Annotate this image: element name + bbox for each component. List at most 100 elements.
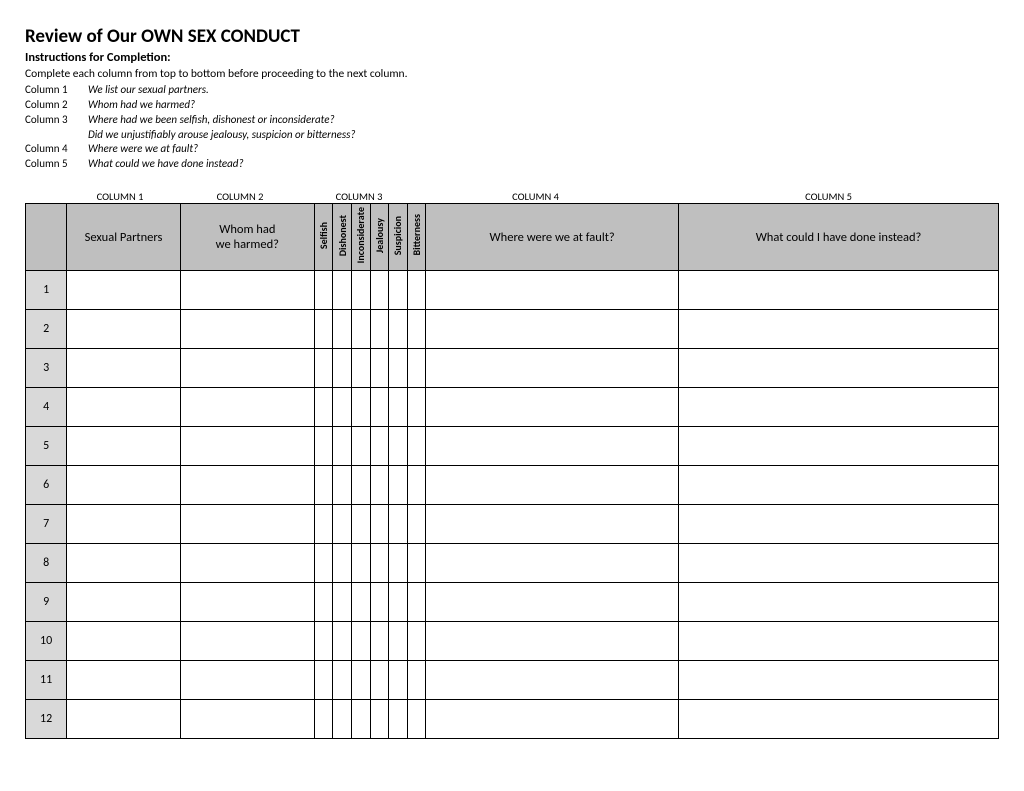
empty-cell[interactable] — [314, 466, 333, 505]
empty-cell[interactable] — [370, 388, 389, 427]
empty-cell[interactable] — [333, 544, 352, 583]
empty-cell[interactable] — [67, 505, 180, 544]
empty-cell[interactable] — [679, 544, 999, 583]
empty-cell[interactable] — [389, 622, 408, 661]
empty-cell[interactable] — [333, 388, 352, 427]
empty-cell[interactable] — [426, 700, 679, 739]
empty-cell[interactable] — [370, 583, 389, 622]
empty-cell[interactable] — [426, 661, 679, 700]
empty-cell[interactable] — [352, 505, 371, 544]
empty-cell[interactable] — [180, 427, 314, 466]
empty-cell[interactable] — [679, 466, 999, 505]
empty-cell[interactable] — [67, 661, 180, 700]
empty-cell[interactable] — [679, 310, 999, 349]
empty-cell[interactable] — [333, 700, 352, 739]
empty-cell[interactable] — [407, 310, 426, 349]
empty-cell[interactable] — [370, 661, 389, 700]
empty-cell[interactable] — [389, 661, 408, 700]
empty-cell[interactable] — [352, 622, 371, 661]
empty-cell[interactable] — [370, 310, 389, 349]
empty-cell[interactable] — [426, 427, 679, 466]
empty-cell[interactable] — [352, 544, 371, 583]
empty-cell[interactable] — [314, 544, 333, 583]
empty-cell[interactable] — [370, 271, 389, 310]
empty-cell[interactable] — [352, 271, 371, 310]
empty-cell[interactable] — [180, 388, 314, 427]
empty-cell[interactable] — [67, 700, 180, 739]
empty-cell[interactable] — [679, 505, 999, 544]
empty-cell[interactable] — [352, 310, 371, 349]
empty-cell[interactable] — [426, 271, 679, 310]
empty-cell[interactable] — [67, 583, 180, 622]
empty-cell[interactable] — [314, 427, 333, 466]
empty-cell[interactable] — [180, 583, 314, 622]
empty-cell[interactable] — [407, 271, 426, 310]
empty-cell[interactable] — [314, 271, 333, 310]
empty-cell[interactable] — [180, 349, 314, 388]
empty-cell[interactable] — [370, 700, 389, 739]
empty-cell[interactable] — [407, 583, 426, 622]
empty-cell[interactable] — [67, 466, 180, 505]
empty-cell[interactable] — [426, 583, 679, 622]
empty-cell[interactable] — [314, 505, 333, 544]
empty-cell[interactable] — [426, 349, 679, 388]
empty-cell[interactable] — [333, 349, 352, 388]
empty-cell[interactable] — [370, 427, 389, 466]
empty-cell[interactable] — [180, 466, 314, 505]
empty-cell[interactable] — [407, 622, 426, 661]
empty-cell[interactable] — [67, 427, 180, 466]
empty-cell[interactable] — [679, 622, 999, 661]
empty-cell[interactable] — [352, 349, 371, 388]
empty-cell[interactable] — [180, 700, 314, 739]
empty-cell[interactable] — [389, 427, 408, 466]
empty-cell[interactable] — [314, 583, 333, 622]
empty-cell[interactable] — [426, 622, 679, 661]
empty-cell[interactable] — [679, 388, 999, 427]
empty-cell[interactable] — [67, 544, 180, 583]
empty-cell[interactable] — [333, 427, 352, 466]
empty-cell[interactable] — [407, 466, 426, 505]
empty-cell[interactable] — [352, 466, 371, 505]
empty-cell[interactable] — [389, 544, 408, 583]
empty-cell[interactable] — [407, 388, 426, 427]
empty-cell[interactable] — [370, 622, 389, 661]
empty-cell[interactable] — [389, 700, 408, 739]
empty-cell[interactable] — [407, 505, 426, 544]
empty-cell[interactable] — [389, 388, 408, 427]
empty-cell[interactable] — [389, 271, 408, 310]
empty-cell[interactable] — [679, 427, 999, 466]
empty-cell[interactable] — [67, 310, 180, 349]
empty-cell[interactable] — [679, 271, 999, 310]
empty-cell[interactable] — [333, 661, 352, 700]
empty-cell[interactable] — [352, 388, 371, 427]
empty-cell[interactable] — [314, 700, 333, 739]
empty-cell[interactable] — [407, 544, 426, 583]
empty-cell[interactable] — [679, 583, 999, 622]
empty-cell[interactable] — [314, 661, 333, 700]
empty-cell[interactable] — [180, 505, 314, 544]
empty-cell[interactable] — [426, 544, 679, 583]
empty-cell[interactable] — [407, 661, 426, 700]
empty-cell[interactable] — [370, 466, 389, 505]
empty-cell[interactable] — [314, 310, 333, 349]
empty-cell[interactable] — [407, 427, 426, 466]
empty-cell[interactable] — [679, 700, 999, 739]
empty-cell[interactable] — [333, 271, 352, 310]
empty-cell[interactable] — [389, 466, 408, 505]
empty-cell[interactable] — [314, 388, 333, 427]
empty-cell[interactable] — [370, 544, 389, 583]
empty-cell[interactable] — [333, 310, 352, 349]
empty-cell[interactable] — [314, 622, 333, 661]
empty-cell[interactable] — [67, 622, 180, 661]
empty-cell[interactable] — [370, 505, 389, 544]
empty-cell[interactable] — [333, 583, 352, 622]
empty-cell[interactable] — [352, 661, 371, 700]
empty-cell[interactable] — [333, 622, 352, 661]
empty-cell[interactable] — [352, 427, 371, 466]
empty-cell[interactable] — [426, 466, 679, 505]
empty-cell[interactable] — [67, 349, 180, 388]
empty-cell[interactable] — [180, 661, 314, 700]
empty-cell[interactable] — [314, 349, 333, 388]
empty-cell[interactable] — [333, 505, 352, 544]
empty-cell[interactable] — [180, 310, 314, 349]
